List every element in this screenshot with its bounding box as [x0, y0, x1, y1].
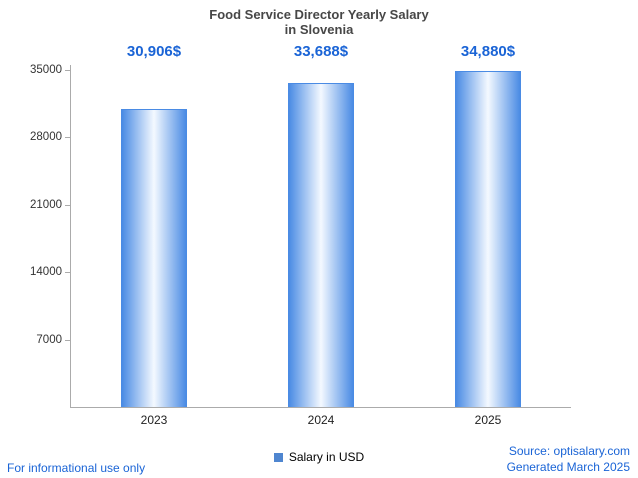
- disclaimer-text: For informational use only: [7, 461, 146, 475]
- bar-value-label: 34,880$: [460, 43, 516, 60]
- y-tick-mark: [65, 339, 71, 341]
- y-tick-label: 21000: [30, 198, 62, 211]
- y-tick-label: 14000: [30, 266, 62, 279]
- footer-source-block: Source: optisalary.com Generated March 2…: [507, 443, 630, 475]
- source-link[interactable]: Source: optisalary.com: [508, 444, 630, 458]
- plot-area: 7000 14000 21000 28000 35000 30,906$ 2023 33,6…: [30, 43, 571, 427]
- bar-2023: [121, 109, 187, 407]
- chart-title: Food Service Director Yearly Salary in S…: [0, 7, 638, 37]
- y-tick-label: 7000: [36, 333, 62, 346]
- legend-label: Salary in USD: [288, 450, 365, 464]
- y-tick-label: 28000: [30, 131, 62, 144]
- bar-value-label: 30,906$: [126, 43, 182, 60]
- y-tick-mark: [65, 204, 71, 206]
- bar-2024: [288, 83, 354, 407]
- x-tick-label: 2025: [474, 413, 502, 427]
- y-tick-mark: [65, 70, 71, 71]
- chart-title-line2: in Slovenia: [284, 22, 354, 37]
- y-tick-mark: [65, 272, 71, 274]
- bar-value-label: 33,688$: [293, 43, 349, 60]
- y-tick-mark: [65, 137, 71, 139]
- legend-marker-square: [273, 452, 283, 462]
- chart-title-line1: Food Service Director Yearly Salary: [209, 7, 429, 22]
- generated-text: Generated March 2025: [506, 460, 630, 474]
- legend: Salary in USD: [0, 450, 638, 464]
- x-tick-label: 2023: [140, 413, 168, 427]
- bar-2025: [455, 71, 521, 407]
- y-tick-label: 35000: [30, 64, 62, 77]
- x-tick-label: 2024: [307, 413, 335, 427]
